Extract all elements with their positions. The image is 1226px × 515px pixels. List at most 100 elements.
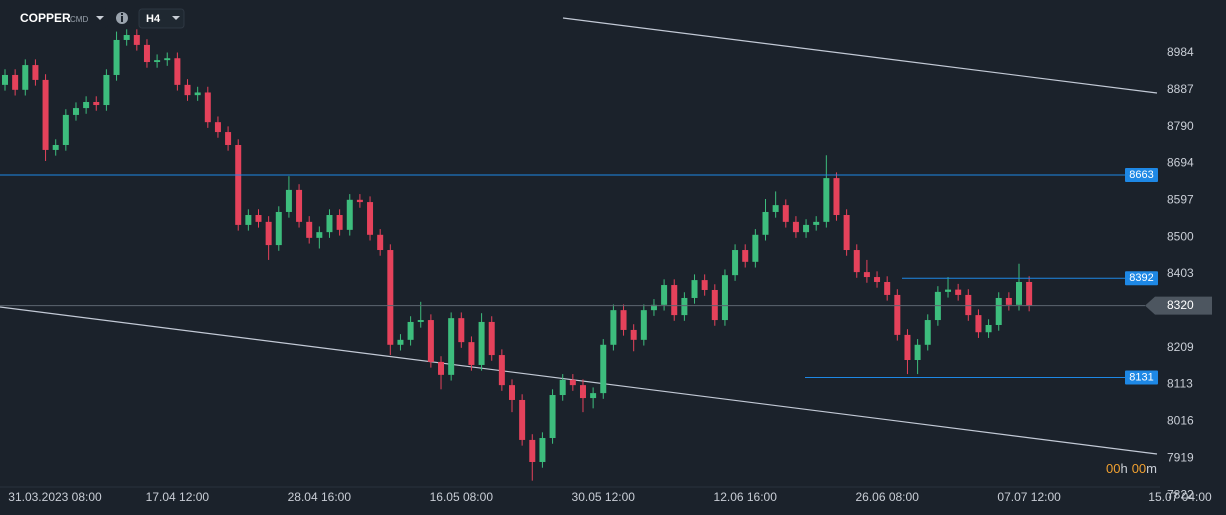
candle-body	[509, 385, 515, 400]
candle-body	[945, 289, 952, 292]
candle-body	[904, 334, 911, 361]
candle-body	[874, 277, 881, 282]
candle-body	[843, 215, 850, 251]
candle-body	[154, 60, 161, 63]
level-label: 8131	[1129, 371, 1153, 383]
candle-body	[458, 318, 465, 343]
candle-body	[975, 315, 982, 333]
y-tick-label: 8887	[1167, 82, 1194, 96]
candle-body	[742, 250, 749, 262]
y-tick-label: 8403	[1167, 266, 1194, 280]
candle-body	[488, 321, 495, 356]
candle-body	[255, 215, 262, 222]
trend-line	[0, 306, 1158, 455]
candle-body	[194, 92, 201, 96]
y-tick-label: 8016	[1167, 413, 1194, 427]
market: CMD	[70, 15, 88, 24]
last-price-label: 8320	[1167, 298, 1194, 312]
x-tick-label: 26.06 08:00	[855, 490, 919, 504]
candle-body	[681, 297, 688, 316]
candle-body	[782, 205, 789, 222]
candle-body	[813, 221, 820, 225]
y-tick-label: 8694	[1167, 155, 1194, 169]
candle-body	[752, 234, 759, 262]
candle-body	[691, 280, 698, 298]
candle-body	[52, 144, 59, 150]
level-label: 8392	[1129, 272, 1153, 284]
overlay: 8663 8392 8131 8320	[0, 168, 1212, 385]
candle-body	[539, 438, 546, 462]
level-label-box	[1125, 370, 1158, 385]
candle-body	[72, 108, 79, 115]
candle-body	[995, 297, 1002, 325]
candle-body	[519, 399, 526, 440]
candle-body	[792, 221, 799, 233]
timeframe-button[interactable]	[138, 8, 185, 29]
candle-body	[93, 101, 100, 106]
candle-body	[1026, 281, 1033, 306]
candle-body	[701, 280, 708, 290]
candle-body	[863, 272, 870, 278]
candle-body	[721, 275, 728, 321]
y-tick-label: 8597	[1167, 192, 1194, 206]
candle-body	[12, 74, 19, 90]
candle-body	[894, 294, 901, 335]
candle-body	[62, 114, 69, 145]
candle-body	[762, 211, 769, 235]
candle-body	[671, 285, 678, 316]
candle-body	[204, 92, 211, 123]
candle-body	[346, 199, 353, 230]
y-tick-label: 8113	[1167, 377, 1193, 391]
candle-body	[661, 285, 668, 305]
timer-h: h	[1120, 461, 1127, 476]
y-tick-label: 8209	[1167, 340, 1194, 354]
candle-body	[2, 74, 8, 85]
y-tick-label: 8500	[1167, 229, 1194, 243]
candle-body	[914, 344, 921, 361]
candle-body	[123, 35, 130, 40]
y-tick-label: 8790	[1167, 119, 1194, 133]
y-tick-label: 7822	[1167, 487, 1194, 501]
candle-timer: 00h 00m	[1106, 461, 1157, 476]
drawings	[0, 17, 1158, 455]
candle-body	[985, 324, 992, 333]
candle-body	[42, 79, 49, 150]
candle-body	[823, 178, 830, 222]
x-tick-label: 15.07 04:00	[1148, 490, 1212, 504]
info-icon-glyph	[121, 13, 123, 15]
candle-body	[225, 132, 232, 145]
candle-body	[427, 320, 434, 362]
candle-body	[356, 199, 363, 203]
candle-body	[407, 321, 414, 340]
candle-body	[610, 310, 617, 345]
candle-body	[559, 379, 566, 396]
candle-body	[853, 250, 860, 273]
candle-body	[285, 189, 292, 212]
candle-body	[265, 221, 272, 246]
candle-body	[133, 35, 140, 45]
timer-hours: 00	[1106, 461, 1120, 476]
level-label-box	[1125, 168, 1158, 183]
timeframe: H4	[146, 13, 161, 25]
x-tick-label: 31.03.2023 08:00	[8, 490, 102, 504]
candle-body	[833, 178, 840, 216]
candle-body	[569, 379, 576, 386]
candle-body	[113, 39, 120, 75]
candle-body	[326, 215, 333, 233]
candle-body	[579, 385, 586, 399]
symbol-button[interactable]	[8, 8, 108, 28]
candle-body	[275, 211, 282, 246]
candle-body	[529, 439, 536, 462]
candle-body	[417, 320, 424, 322]
candle-body	[143, 44, 150, 63]
candle-body	[640, 310, 647, 340]
candle-body	[103, 74, 110, 106]
x-tick-label: 07.07 12:00	[997, 490, 1061, 504]
candle-body	[387, 250, 394, 345]
candle-body	[732, 250, 739, 276]
candle-body	[955, 289, 962, 295]
candle-body	[1005, 297, 1012, 305]
x-tick-label: 17.04 12:00	[146, 490, 210, 504]
candle-body	[367, 202, 374, 235]
